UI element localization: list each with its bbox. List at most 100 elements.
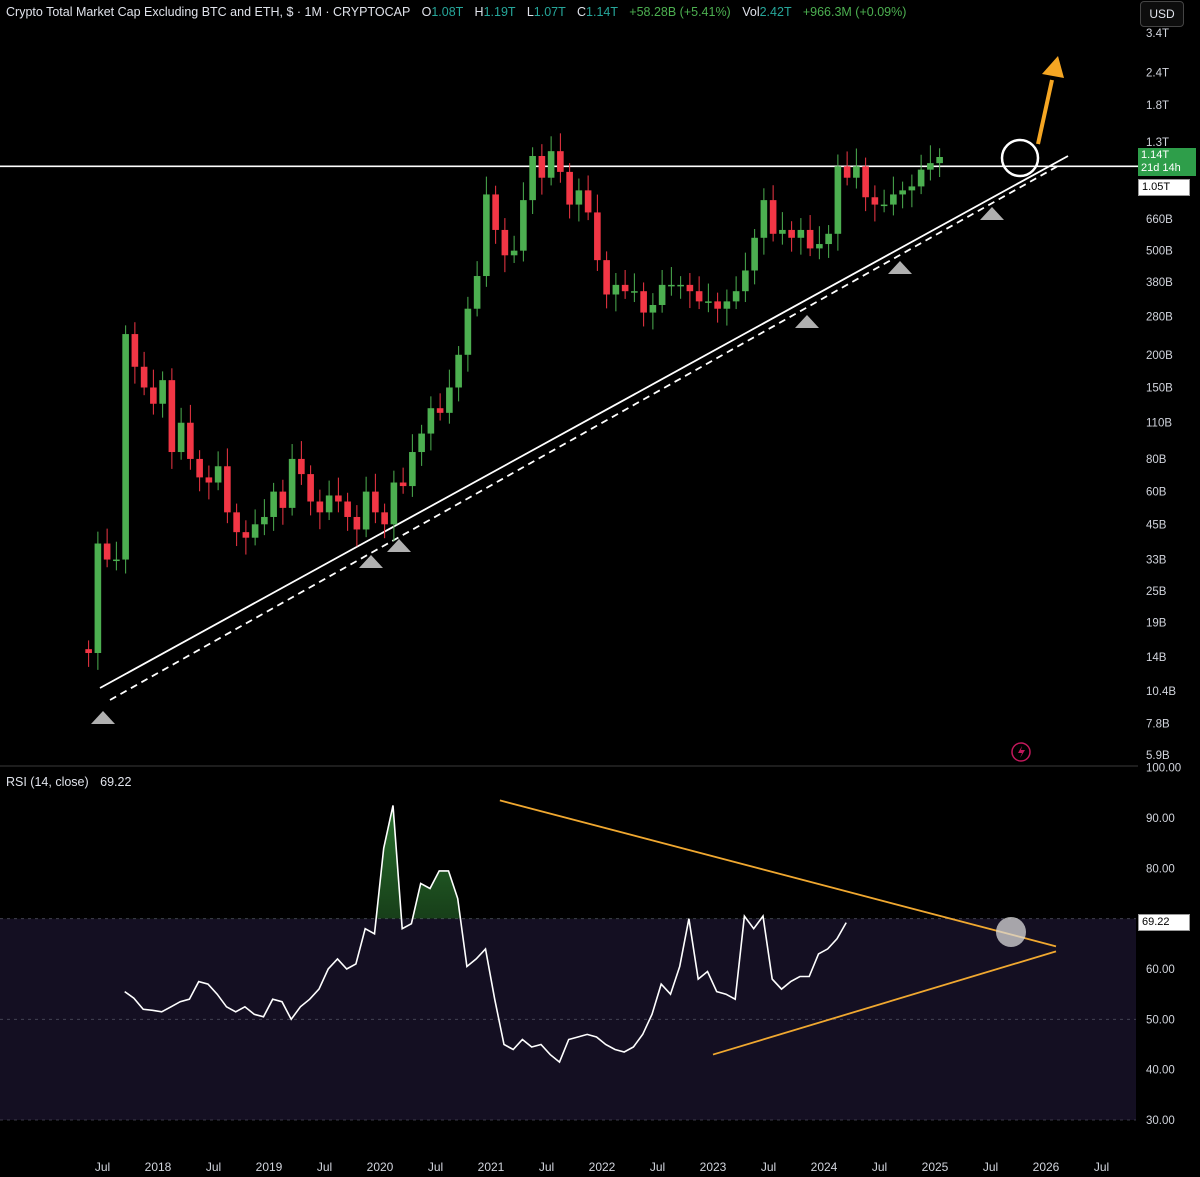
price-tick-2: 1.8T bbox=[1146, 100, 1169, 112]
last-price-tag: 1.14T 21d 14h bbox=[1138, 148, 1196, 176]
candle-6 bbox=[140, 351, 148, 396]
lightning-icon bbox=[1011, 742, 1031, 762]
triangle-marker-4 bbox=[888, 261, 912, 274]
candle-body-69 bbox=[723, 301, 731, 309]
candle-59 bbox=[631, 273, 638, 303]
candle-49 bbox=[538, 144, 546, 195]
rsi-title[interactable]: RSI (14, close) bbox=[6, 775, 89, 789]
candle-body-70 bbox=[732, 291, 740, 302]
candle-body-61 bbox=[649, 304, 657, 313]
candle-42 bbox=[473, 261, 481, 317]
candle-48 bbox=[529, 147, 536, 215]
price-tick-17: 19B bbox=[1146, 617, 1167, 629]
price-tick-3: 1.3T bbox=[1146, 137, 1169, 149]
candle-body-47 bbox=[520, 200, 527, 251]
candle-52 bbox=[566, 163, 573, 219]
candle-body-44 bbox=[492, 194, 499, 230]
candle-body-39 bbox=[446, 387, 453, 413]
candle-body-42 bbox=[473, 276, 481, 309]
currency-button[interactable]: USD bbox=[1140, 1, 1184, 27]
candle-20 bbox=[270, 482, 277, 531]
candle-66 bbox=[695, 276, 703, 310]
price-tick-0: 3.4T bbox=[1146, 28, 1169, 40]
price-tick-20: 7.8B bbox=[1146, 718, 1170, 730]
candle-36 bbox=[418, 424, 425, 466]
time-tick-8: Jul bbox=[539, 1160, 554, 1174]
candle-92 bbox=[936, 148, 943, 178]
candle-12 bbox=[196, 450, 203, 492]
candle-40 bbox=[455, 346, 462, 402]
rsi-tick-1: 90.00 bbox=[1146, 813, 1175, 825]
time-tick-5: 2020 bbox=[367, 1160, 394, 1174]
rsi-highlight-circle bbox=[996, 917, 1026, 947]
candle-body-30 bbox=[362, 491, 370, 530]
candle-body-27 bbox=[335, 495, 342, 502]
candle-body-57 bbox=[612, 284, 620, 295]
candle-body-29 bbox=[353, 516, 361, 530]
candle-body-84 bbox=[862, 166, 869, 198]
candle-88 bbox=[899, 181, 906, 209]
rsi-header: RSI (14, close) 69.22 bbox=[6, 775, 131, 789]
chart-header: Crypto Total Market Cap Excluding BTC an… bbox=[6, 5, 906, 19]
candle-body-0 bbox=[85, 649, 92, 654]
candle-86 bbox=[880, 189, 888, 213]
triangle-marker-0 bbox=[91, 711, 115, 724]
candle-body-79 bbox=[816, 244, 823, 249]
candle-55 bbox=[594, 194, 601, 271]
trendline-dashed bbox=[109, 165, 1059, 701]
rsi-tick-4: 60.00 bbox=[1146, 964, 1175, 976]
candle-91 bbox=[927, 145, 934, 181]
candle-body-35 bbox=[409, 452, 416, 487]
time-tick-3: 2019 bbox=[256, 1160, 283, 1174]
vol-change-value: +966.3M (+0.09%) bbox=[802, 5, 907, 19]
candle-body-78 bbox=[806, 229, 814, 249]
rsi-tick-6: 40.00 bbox=[1146, 1065, 1175, 1077]
candle-body-51 bbox=[557, 151, 564, 172]
candle-body-22 bbox=[288, 458, 296, 508]
candle-63 bbox=[668, 267, 675, 296]
rsi-header-value: 69.22 bbox=[100, 775, 132, 789]
candle-79 bbox=[816, 226, 823, 260]
candle-body-6 bbox=[140, 366, 148, 388]
time-tick-12: Jul bbox=[761, 1160, 776, 1174]
candle-body-28 bbox=[344, 501, 351, 517]
price-tick-10: 150B bbox=[1146, 382, 1173, 394]
candle-76 bbox=[788, 221, 795, 252]
candle-body-74 bbox=[769, 200, 777, 234]
candle-body-50 bbox=[547, 151, 555, 178]
candle-45 bbox=[501, 218, 509, 273]
candle-body-33 bbox=[390, 482, 398, 525]
time-tick-6: Jul bbox=[428, 1160, 443, 1174]
candle-body-71 bbox=[742, 270, 749, 292]
candle-body-40 bbox=[455, 354, 462, 388]
symbol-title[interactable]: Crypto Total Market Cap Excluding BTC an… bbox=[6, 5, 411, 19]
lightning-bolt-icon bbox=[1018, 746, 1025, 758]
candle-body-14 bbox=[214, 466, 222, 483]
candle-body-55 bbox=[594, 212, 601, 261]
candle-43 bbox=[483, 176, 490, 287]
candle-16 bbox=[233, 503, 240, 547]
candle-33 bbox=[390, 470, 398, 542]
candle-8 bbox=[159, 371, 166, 418]
close-label: C bbox=[577, 5, 587, 19]
candle-body-16 bbox=[233, 512, 240, 533]
candle-85 bbox=[871, 185, 879, 222]
price-tick-13: 60B bbox=[1146, 487, 1167, 499]
candle-31 bbox=[372, 473, 379, 524]
candle-77 bbox=[797, 218, 805, 255]
candle-53 bbox=[575, 178, 583, 222]
candle-7 bbox=[150, 369, 157, 415]
candle-90 bbox=[917, 154, 925, 195]
candle-body-76 bbox=[788, 229, 795, 238]
price-tick-1: 2.4T bbox=[1146, 67, 1169, 79]
candle-body-20 bbox=[270, 491, 277, 517]
open-label: O bbox=[421, 5, 432, 19]
candle-body-7 bbox=[150, 387, 157, 404]
candle-84 bbox=[862, 157, 869, 212]
candle-body-41 bbox=[464, 308, 472, 355]
candle-body-82 bbox=[843, 166, 851, 178]
candle-83 bbox=[853, 148, 860, 189]
level-price-tag: 1.05T bbox=[1138, 179, 1190, 196]
candle-50 bbox=[547, 136, 555, 186]
